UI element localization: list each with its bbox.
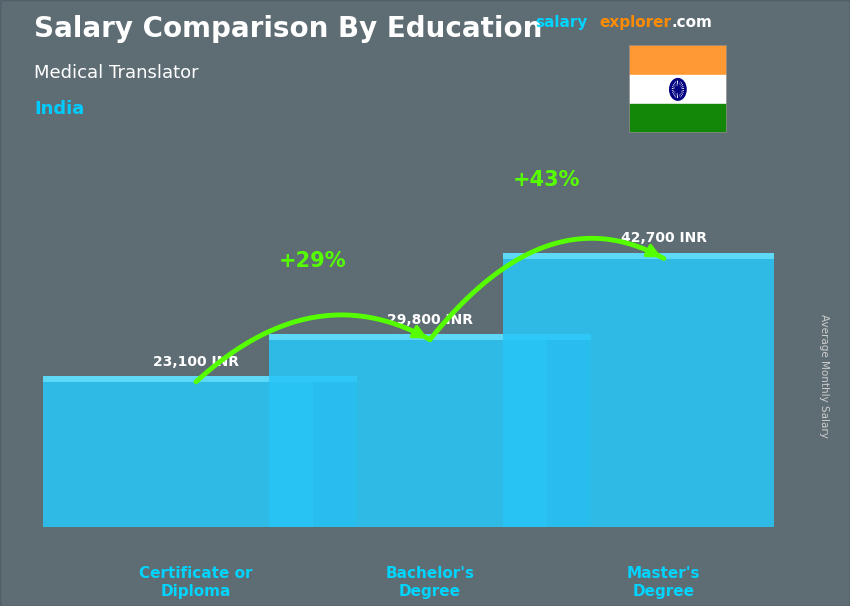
Bar bbox=[35, 376, 357, 382]
Bar bbox=[35, 382, 313, 527]
Circle shape bbox=[677, 87, 679, 92]
Bar bbox=[547, 340, 591, 527]
Text: Average Monthly Salary: Average Monthly Salary bbox=[819, 314, 829, 438]
Text: India: India bbox=[34, 100, 84, 118]
Text: +29%: +29% bbox=[279, 251, 347, 271]
Bar bbox=[313, 382, 357, 527]
Text: 23,100 INR: 23,100 INR bbox=[153, 355, 239, 369]
Text: explorer: explorer bbox=[599, 15, 672, 30]
Text: .com: .com bbox=[672, 15, 712, 30]
Text: Bachelor's
Degree: Bachelor's Degree bbox=[385, 567, 474, 599]
Text: +43%: +43% bbox=[513, 170, 581, 190]
Text: Medical Translator: Medical Translator bbox=[34, 64, 199, 82]
Text: Salary Comparison By Education: Salary Comparison By Education bbox=[34, 15, 542, 43]
Bar bbox=[503, 259, 781, 527]
Bar bbox=[781, 259, 824, 527]
Text: 29,800 INR: 29,800 INR bbox=[387, 313, 473, 327]
Text: salary: salary bbox=[536, 15, 588, 30]
Bar bbox=[629, 75, 727, 104]
Text: 42,700 INR: 42,700 INR bbox=[620, 231, 707, 245]
Text: Certificate or
Diploma: Certificate or Diploma bbox=[139, 567, 252, 599]
Bar bbox=[629, 104, 727, 133]
Bar bbox=[629, 45, 727, 75]
Bar bbox=[269, 334, 591, 340]
Bar bbox=[503, 253, 824, 259]
Text: Master's
Degree: Master's Degree bbox=[627, 567, 700, 599]
Bar bbox=[269, 340, 547, 527]
